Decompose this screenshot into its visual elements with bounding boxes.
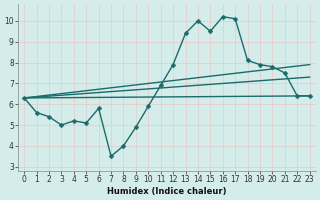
X-axis label: Humidex (Indice chaleur): Humidex (Indice chaleur) [107, 187, 227, 196]
